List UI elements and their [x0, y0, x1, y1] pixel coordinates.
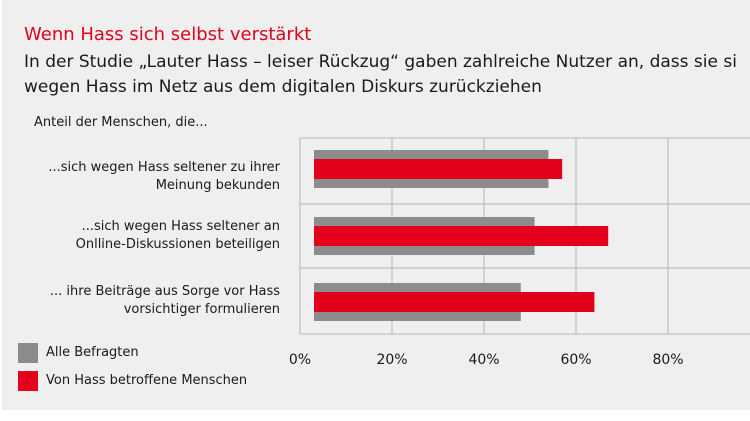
x-tick-label-0: 0%: [289, 352, 311, 368]
category-label-2-line-1: ...sich wegen Hass seltener an: [81, 219, 280, 234]
category-label-2: ...sich wegen Hass seltener an Onlline-D…: [0, 218, 280, 254]
category-label-1: ...sich wegen Hass seltener zu ihrer Mei…: [0, 159, 280, 195]
category-label-3: ... ihre Beiträge aus Sorge vor Hass vor…: [0, 283, 280, 319]
category-label-1-line-1: ...sich wegen Hass seltener zu ihrer: [48, 160, 280, 175]
subtitle-line-1: In der Studie „Lauter Hass – leiser Rück…: [24, 52, 737, 72]
category-header: Anteil der Menschen, die...: [34, 115, 208, 130]
chart-subtitle: In der Studie „Lauter Hass – leiser Rück…: [24, 50, 750, 100]
category-label-1-line-2: Meinung bekunden: [155, 178, 280, 193]
legend-swatch-affected: [18, 371, 38, 391]
legend-swatch-all: [18, 343, 38, 363]
subtitle-line-2: wegen Hass im Netz aus dem digitalen Dis…: [24, 77, 542, 97]
x-tick-label-3: 60%: [560, 352, 591, 368]
bar-affected-3: [314, 292, 595, 312]
chart-title: Wenn Hass sich selbst verstärkt: [24, 24, 312, 45]
legend-label-all: Alle Befragten: [46, 345, 139, 360]
bar-affected-1: [314, 159, 563, 179]
category-label-2-line-2: Onlline-Diskussionen beteiligen: [75, 237, 280, 252]
chart-panel: [2, 0, 750, 410]
legend-label-affected: Von Hass betroffene Menschen: [46, 373, 248, 388]
category-label-3-line-2: vorsichtiger formulieren: [123, 302, 280, 317]
x-tick-label-2: 40%: [468, 352, 499, 368]
x-tick-label-4: 80%: [652, 352, 683, 368]
bar-affected-2: [314, 226, 609, 246]
category-label-3-line-1: ... ihre Beiträge aus Sorge vor Hass: [49, 284, 280, 299]
x-tick-label-1: 20%: [376, 352, 407, 368]
